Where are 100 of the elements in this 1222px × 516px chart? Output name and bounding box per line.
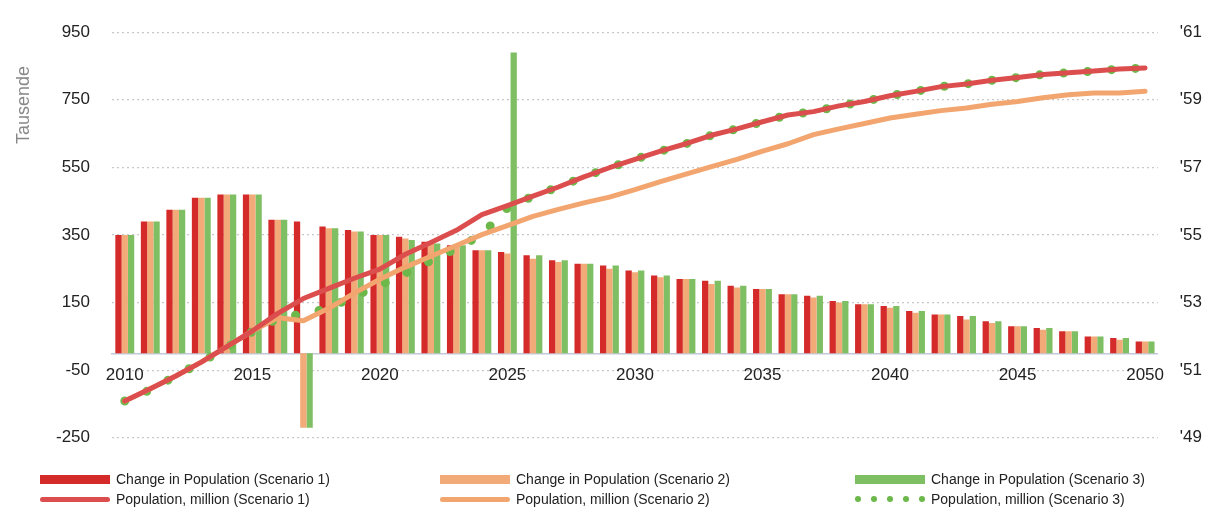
bar (504, 253, 511, 354)
bar (753, 289, 760, 354)
bar (1014, 326, 1021, 354)
legend-label: Population, million (Scenario 3) (931, 491, 1125, 507)
bar (804, 295, 811, 354)
bar (842, 300, 849, 354)
y-tick-label: 750 (61, 89, 91, 109)
bar (1135, 341, 1142, 354)
y-tick-label: 350 (61, 224, 91, 244)
bar (599, 265, 607, 354)
bar (937, 314, 945, 354)
bar (606, 268, 613, 354)
y2-tick-label: '57 (1179, 157, 1202, 177)
bar (765, 289, 772, 354)
bar (931, 314, 938, 354)
bar (663, 275, 670, 354)
bar (523, 255, 530, 354)
bar (1090, 336, 1098, 354)
y-axis-title: Tausende (12, 65, 33, 145)
bar (944, 314, 951, 354)
bar (249, 194, 256, 354)
bar (127, 235, 135, 354)
bar (478, 250, 486, 354)
bar (778, 294, 785, 354)
bar (702, 280, 709, 354)
x-tick-label: 2010 (105, 365, 144, 385)
bar (178, 209, 186, 354)
bar (963, 319, 970, 354)
bar (708, 284, 715, 354)
x-tick-label: 2025 (488, 365, 527, 385)
bar (784, 294, 792, 354)
legend-label: Change in Population (Scenario 2) (516, 471, 731, 487)
bar (1039, 329, 1047, 354)
bar (682, 278, 690, 354)
bar (957, 316, 964, 354)
bar (229, 194, 237, 354)
bar (1008, 326, 1015, 354)
y-tick-label: 950 (61, 21, 91, 41)
bar (1116, 339, 1123, 354)
bar (612, 265, 619, 354)
bar (906, 311, 913, 354)
bar (1065, 331, 1072, 354)
y2-tick-label: '55 (1179, 224, 1202, 244)
bar (140, 221, 148, 354)
bar (918, 311, 925, 354)
legend-label: Population, million (Scenario 2) (516, 491, 710, 507)
bar (810, 297, 817, 354)
bar (880, 305, 887, 354)
bar (529, 258, 537, 354)
bar (204, 197, 211, 354)
bar (791, 294, 798, 354)
bar (548, 260, 556, 354)
bar (121, 235, 128, 354)
bar (1020, 326, 1027, 354)
bar (574, 263, 581, 354)
bar (147, 221, 154, 354)
y2-tick-label: '51 (1179, 359, 1202, 379)
bar (676, 278, 683, 354)
bar (1033, 327, 1040, 354)
bar (300, 353, 307, 428)
bar (1071, 331, 1079, 354)
bar (861, 304, 868, 354)
x-tick-label: 2050 (1126, 365, 1165, 385)
bar (217, 194, 224, 354)
bar (969, 316, 976, 354)
bar (714, 280, 721, 354)
x-tick-label: 2040 (871, 365, 909, 385)
bar (1046, 327, 1053, 354)
y-tick-label: 150 (61, 292, 91, 312)
bar (587, 263, 594, 354)
legend-label: Change in Population (Scenario 3) (931, 471, 1146, 487)
bar (472, 250, 479, 354)
bar (733, 287, 741, 354)
bar (153, 221, 160, 354)
bar (867, 304, 874, 354)
bar (740, 285, 747, 354)
y-tick-label: -50 (65, 359, 91, 379)
y2-tick-label: '59 (1179, 89, 1202, 109)
bar (631, 272, 639, 354)
bar (1084, 336, 1091, 354)
legend-label: Population, million (Scenario 1) (116, 491, 310, 507)
bar (835, 302, 843, 354)
bar (1097, 336, 1104, 354)
bar (1141, 341, 1149, 354)
bar (727, 285, 734, 354)
x-tick-label: 2045 (998, 365, 1037, 385)
bar (625, 270, 632, 354)
bar (759, 289, 766, 354)
y-tick-label: -250 (55, 427, 91, 447)
bar (166, 209, 173, 354)
bar (995, 321, 1002, 354)
bar (223, 194, 230, 354)
bar (651, 275, 658, 354)
bar (555, 262, 562, 354)
bar (988, 322, 996, 354)
bar (434, 243, 441, 354)
bar (268, 219, 275, 354)
bar (689, 278, 696, 354)
bar (242, 194, 250, 354)
bar (191, 197, 199, 354)
